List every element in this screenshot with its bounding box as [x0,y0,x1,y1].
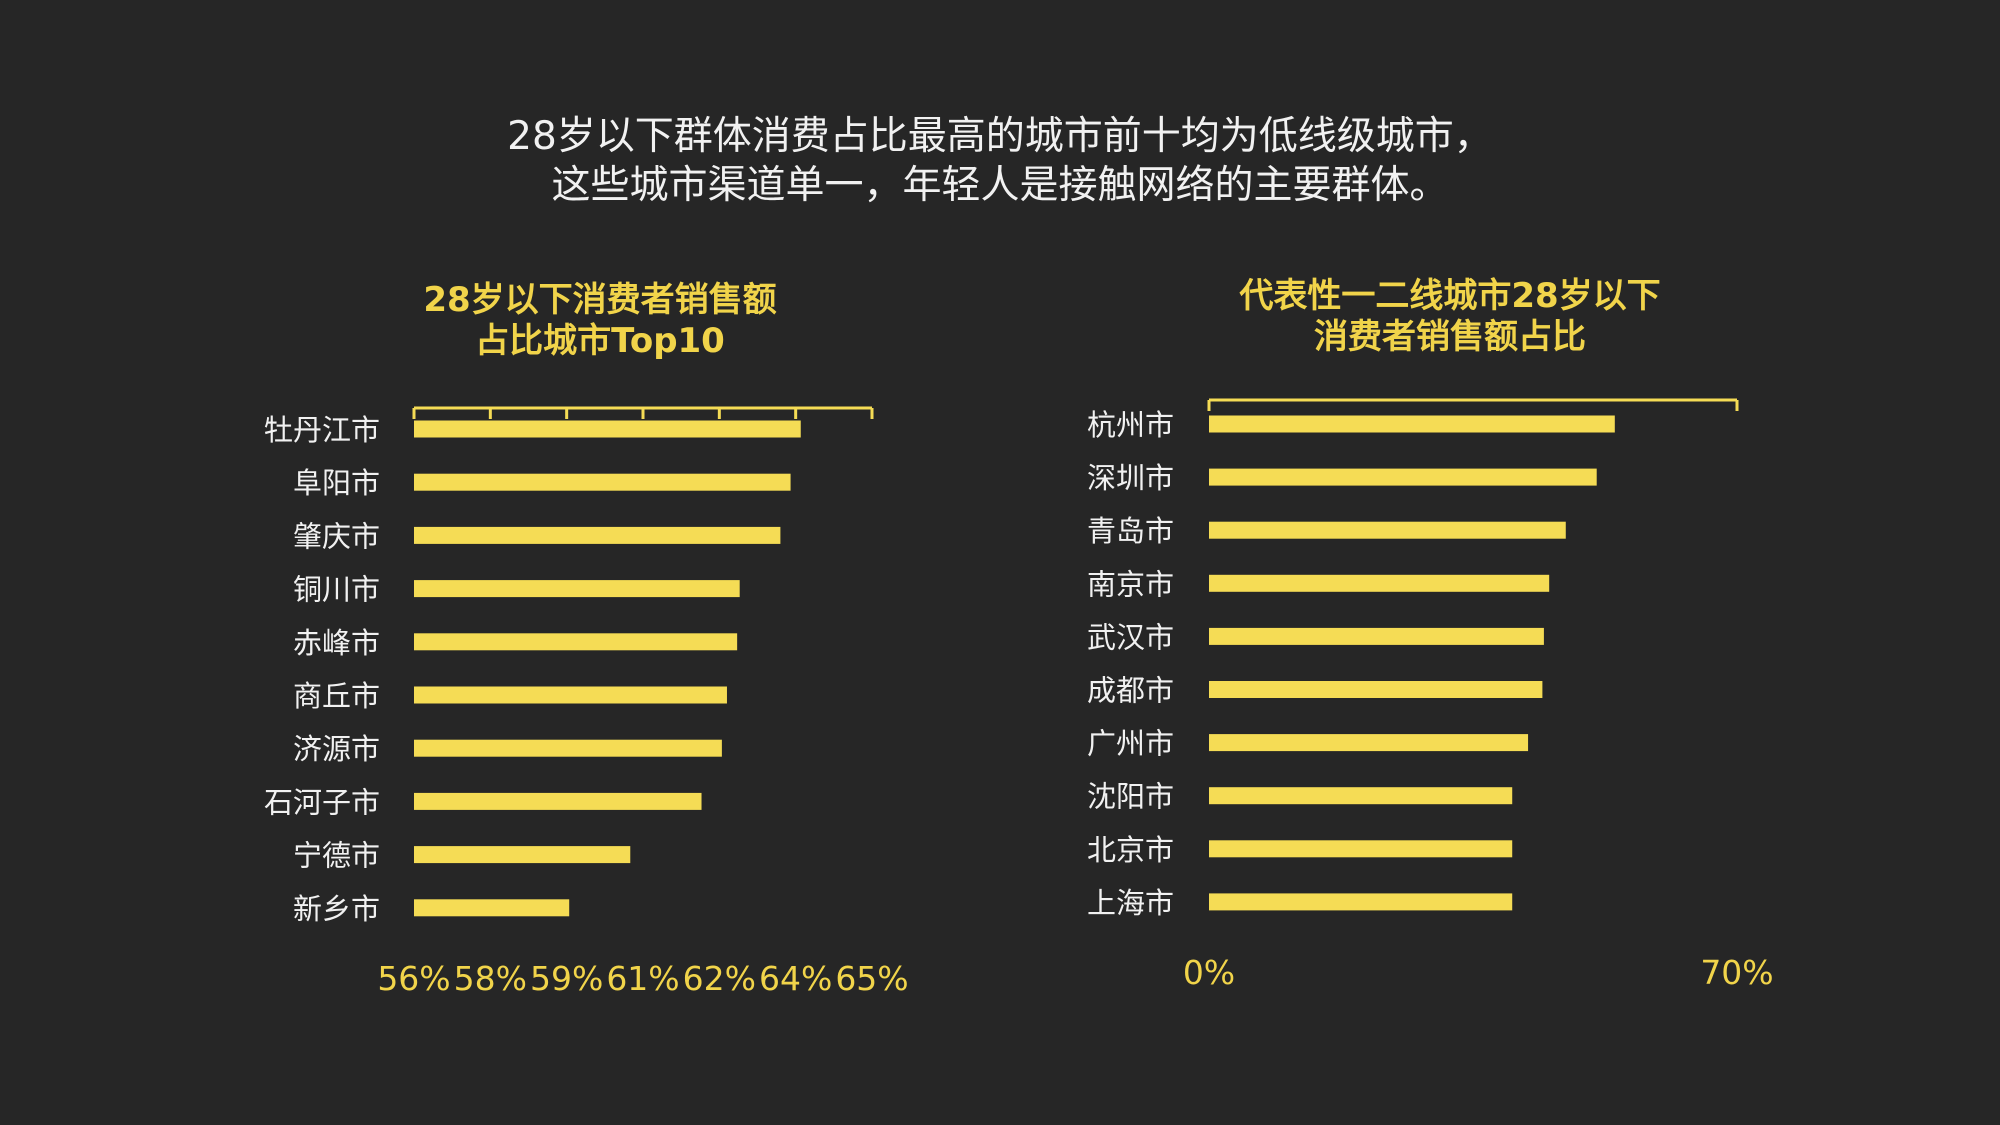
left-tick-label: 65% [835,959,908,998]
left-tick-label: 62% [683,959,756,998]
right-category-label: 杭州市 [1087,408,1174,442]
headline: 28岁以下群体消费占比最高的城市前十均为低线级城市， 这些城市渠道单一，年轻人是… [0,112,2000,210]
right-category-label: 成都市 [1087,674,1174,708]
left-category-label: 铜川市 [293,573,380,607]
left-bar [414,739,722,757]
left-bar [414,526,781,544]
right-category-label: 青岛市 [1087,514,1174,548]
left-category-label: 肇庆市 [293,519,380,553]
right-bar [1209,787,1513,805]
left-bar [414,473,791,491]
left-chart-title-line-2: 占比城市Top10 [475,321,725,361]
right-tick-label: 70% [1700,953,1773,992]
right-chart-title: 代表性一二线城市28岁以下 消费者销售额占比 [1170,276,1730,358]
left-tick-label: 61% [606,959,679,998]
right-bar [1209,521,1566,539]
left-chart-title: 28岁以下消费者销售额 占比城市Top10 [360,280,840,362]
headline-line-2: 这些城市渠道单一，年轻人是接触网络的主要群体。 [551,163,1449,208]
right-category-label: 武汉市 [1087,620,1174,654]
left-category-label: 宁德市 [293,839,380,873]
right-bar [1209,840,1513,858]
left-bar [414,633,738,651]
right-category-label: 广州市 [1087,727,1174,761]
right-bar [1209,415,1615,433]
left-tick-label: 59% [530,959,603,998]
right-bar [1209,734,1529,752]
left-tick-label: 64% [759,959,832,998]
left-bar [414,899,570,917]
headline-line-1: 28岁以下群体消费占比最高的城市前十均为低线级城市， [507,114,1493,159]
left-bar [414,420,801,438]
left-chart-title-line-1: 28岁以下消费者销售额 [423,280,777,320]
right-bar [1209,681,1543,698]
right-bar [1209,893,1513,911]
left-category-label: 济源市 [293,732,380,766]
left-category-label: 牡丹江市 [264,413,380,447]
left-bar [414,686,727,704]
left-category-label: 赤峰市 [293,626,380,660]
left-bar [414,580,740,598]
right-bar [1209,574,1550,592]
right-category-label: 南京市 [1087,567,1174,601]
right-chart-title-line-2: 消费者销售额占比 [1314,317,1586,357]
right-bar [1209,468,1597,486]
left-category-label: 阜阳市 [293,466,380,500]
right-category-label: 沈阳市 [1087,780,1174,814]
left-tick-label: 56% [377,959,450,998]
right-category-label: 北京市 [1087,833,1174,867]
left-tick-label: 58% [454,959,527,998]
right-category-label: 深圳市 [1087,461,1174,495]
left-category-label: 石河子市 [264,785,380,819]
right-category-label: 上海市 [1087,886,1174,920]
left-category-label: 商丘市 [293,679,380,713]
right-bar [1209,627,1544,645]
left-bar [414,846,631,864]
left-bar [414,792,702,810]
right-chart-title-line-1: 代表性一二线城市28岁以下 [1239,276,1661,316]
left-category-label: 新乡市 [293,892,380,926]
right-tick-label: 0% [1183,953,1235,992]
